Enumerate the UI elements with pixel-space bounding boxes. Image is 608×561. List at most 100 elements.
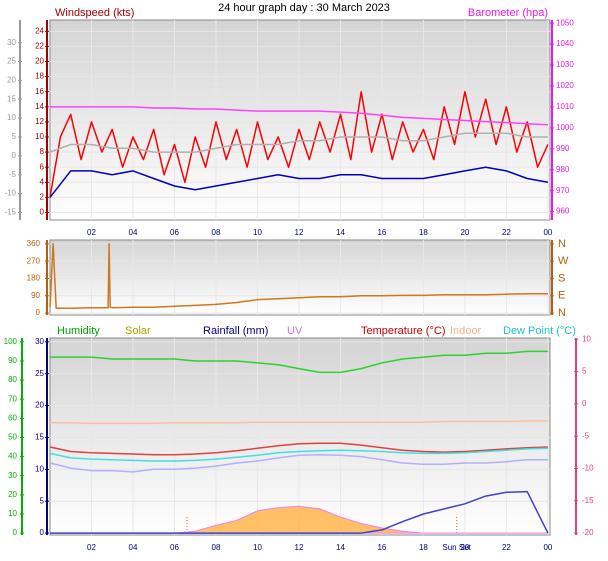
x-tick-label: 04	[129, 543, 138, 552]
y-tick-label: -5	[9, 170, 17, 179]
y-tick-label: 18	[35, 72, 44, 81]
x-tick-label: 20	[460, 543, 469, 552]
y-tick-label: 10	[35, 132, 44, 141]
y-tick-label: 90	[31, 291, 40, 300]
line	[50, 350, 548, 374]
line	[49, 132, 548, 153]
y-tick-label: 5	[40, 496, 45, 505]
y-tick-label: 2	[40, 192, 45, 201]
y-tick-label: 5	[12, 132, 17, 141]
legend-entry: Humidity	[57, 325, 100, 337]
x-tick-label: 14	[336, 228, 345, 237]
y-tick-label: 0	[40, 208, 45, 217]
y-tick-label: 5	[582, 367, 587, 376]
y-tick-label: -10	[582, 464, 594, 473]
y-tick-label: 20	[7, 75, 16, 84]
y-tick-label: 12	[35, 117, 44, 126]
y-tick-label: 960	[556, 207, 570, 216]
legend-entry: Rainfall (mm)	[203, 325, 268, 337]
y-tick-label: -15	[4, 208, 16, 217]
annotation: Sun Set	[442, 543, 471, 552]
y-tick-label: 1000	[556, 123, 574, 132]
x-tick-label: 04	[129, 228, 138, 237]
y-tick-label: 30	[7, 38, 16, 47]
y-tick-label: 25	[35, 369, 44, 378]
x-tick-label: 02	[87, 543, 96, 552]
legend-entry: Dew Point (°C)	[503, 325, 576, 337]
y-tick-label: 24	[35, 26, 44, 35]
x-tick-label: 08	[212, 543, 221, 552]
plot-area	[49, 337, 551, 536]
x-tick-label: 10	[253, 228, 262, 237]
x-tick-label: 02	[87, 228, 96, 237]
y-tick-label: 6	[40, 162, 45, 171]
line	[50, 490, 549, 534]
x-tick-label: 00	[543, 543, 552, 552]
x-tick-label: 08	[212, 228, 221, 237]
y-tick-label: 30	[35, 337, 44, 346]
y-tick-label: 360	[27, 239, 41, 248]
x-tick-label: 14	[336, 543, 345, 552]
x-tick-label: 16	[377, 228, 386, 237]
y-tick-label: S	[558, 272, 565, 284]
y-tick-label: N	[558, 307, 566, 319]
line	[50, 106, 548, 126]
line	[49, 90, 549, 198]
y-tick-label: 15	[35, 433, 44, 442]
x-tick-label: 10	[253, 543, 262, 552]
y-tick-label: E	[558, 290, 565, 302]
x-tick-label: 12	[295, 228, 304, 237]
y-tick-label: 90	[8, 356, 17, 365]
y-tick-label: 16	[35, 87, 44, 96]
line	[49, 442, 548, 456]
y-tick-label: 20	[8, 490, 17, 499]
y-tick-label: 30	[8, 471, 17, 480]
title: 24 hour graph day : 30 March 2023	[218, 2, 390, 14]
y-tick-label: 15	[7, 94, 16, 103]
line	[49, 453, 548, 473]
legend-entry: Solar	[125, 325, 151, 337]
y-tick-label: 0	[13, 528, 18, 537]
y-tick-label: 50	[8, 433, 17, 442]
x-tick-label: 06	[170, 228, 179, 237]
y-tick-label: -20	[582, 528, 594, 537]
y-tick-label: 40	[8, 452, 17, 461]
y-tick-label: -10	[4, 189, 16, 198]
y-tick-label: 990	[556, 144, 570, 153]
y-tick-label: N	[558, 238, 566, 250]
plot-area	[49, 19, 551, 221]
y-tick-label: 22	[35, 42, 44, 51]
y-tick-label: 980	[556, 165, 570, 174]
line	[49, 166, 549, 198]
y-tick-label: 1020	[556, 81, 574, 90]
y-tick-label: 60	[8, 413, 17, 422]
line	[49, 447, 548, 462]
x-tick-label: 22	[502, 543, 511, 552]
x-tick-label: 18	[419, 543, 428, 552]
x-tick-label: 18	[419, 228, 428, 237]
legend-entry: Indoor	[450, 325, 482, 337]
x-tick-label: 06	[170, 543, 179, 552]
legend-entry: Windspeed (kts)	[55, 7, 134, 19]
x-tick-label: 00	[543, 228, 552, 237]
plot-area	[49, 239, 551, 316]
y-tick-label: 0	[36, 308, 41, 317]
y-tick-label: -15	[582, 496, 594, 505]
y-tick-label: 0	[582, 399, 587, 408]
legend-entry: UV	[287, 325, 303, 337]
y-tick-label: 180	[27, 274, 41, 283]
y-tick-label: 10	[7, 113, 16, 122]
y-tick-label: W	[558, 255, 569, 267]
y-tick-label: 1030	[556, 60, 574, 69]
y-tick-label: 1040	[556, 39, 574, 48]
y-tick-label: 20	[35, 401, 44, 410]
y-tick-label: 10	[582, 334, 591, 343]
y-tick-label: 270	[27, 256, 41, 265]
x-tick-label: 20	[460, 228, 469, 237]
legend-entry: Barometer (hpa)	[468, 7, 548, 19]
y-tick-label: 80	[8, 375, 17, 384]
y-tick-label: 10	[35, 464, 44, 473]
y-tick-label: 20	[35, 57, 44, 66]
y-tick-label: 0	[12, 151, 17, 160]
y-tick-label: 10	[8, 509, 17, 518]
